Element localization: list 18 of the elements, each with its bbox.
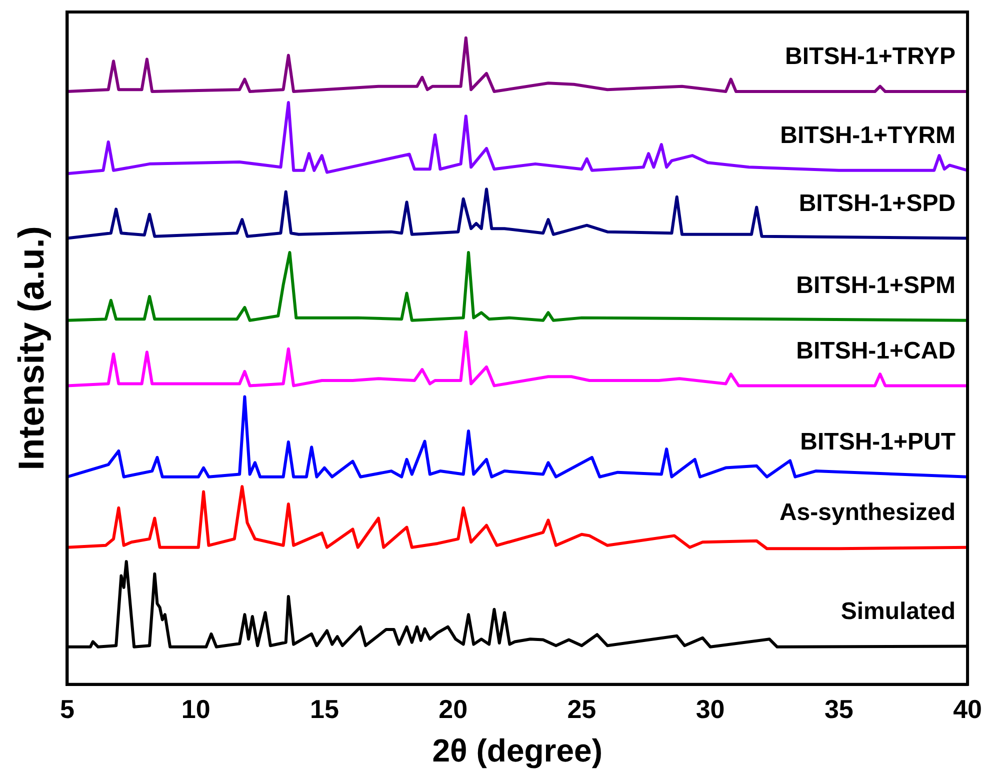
series-label: BITSH-1+SPM bbox=[796, 272, 956, 300]
series-label: Simulated bbox=[840, 598, 956, 625]
x-tick-label: 5 bbox=[60, 694, 74, 724]
y-axis-title: Intensity (a.u.) bbox=[10, 226, 52, 470]
series-label: BITSH-1+PUT bbox=[800, 428, 956, 456]
series-label: BITSH-1+SPD bbox=[798, 190, 956, 217]
x-tick-label: 25 bbox=[567, 694, 596, 724]
x-axis-title: 2θ (degree) bbox=[432, 732, 602, 769]
x-tick-label: 10 bbox=[181, 694, 210, 724]
series-label: BITSH-1+CAD bbox=[796, 337, 956, 364]
x-tick-label: 40 bbox=[953, 694, 982, 724]
x-tick-label: 35 bbox=[824, 694, 854, 724]
series-label: BITSH-1+TYRM bbox=[780, 122, 956, 150]
x-tick-label: 15 bbox=[310, 694, 339, 724]
series-label: As-synthesized bbox=[779, 498, 956, 526]
series-label: BITSH-1+TRYP bbox=[785, 43, 956, 70]
x-tick-label: 20 bbox=[438, 694, 468, 724]
x-tick-label: 30 bbox=[696, 694, 725, 724]
